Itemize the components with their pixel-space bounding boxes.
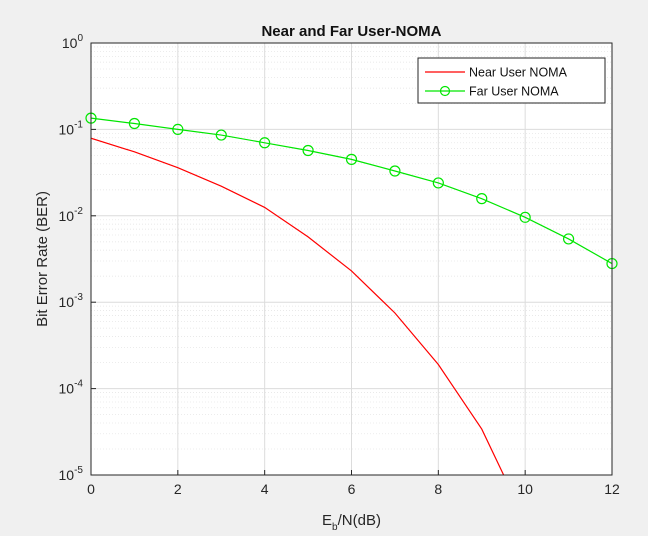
legend-label-far-user: Far User NOMA bbox=[469, 85, 559, 99]
data-point-far-user-noma bbox=[172, 123, 184, 135]
y-tick-label: 10-4 bbox=[59, 379, 84, 397]
x-tick-label: 12 bbox=[604, 481, 620, 497]
x-tick-label: 10 bbox=[517, 481, 533, 497]
legend-label-near-user: Near User NOMA bbox=[469, 66, 568, 80]
series-line-far-user-noma bbox=[91, 117, 612, 265]
data-point-far-user-noma bbox=[302, 144, 314, 157]
chart-title: Near and Far User-NOMA bbox=[261, 23, 441, 40]
y-axis-label: Bit Error Rate (BER) bbox=[34, 191, 51, 327]
y-tick-label: 10-1 bbox=[59, 119, 84, 137]
data-point-far-user-noma bbox=[259, 137, 271, 149]
data-point-far-user-noma bbox=[345, 153, 358, 165]
x-axis-ticks: 0 2 4 6 8 10 12 bbox=[87, 470, 620, 497]
data-point-far-user-noma bbox=[562, 233, 575, 245]
data-point-far-user-noma bbox=[215, 129, 227, 141]
x-tick-label: 8 bbox=[434, 481, 442, 497]
data-point-far-user-noma bbox=[432, 177, 444, 189]
y-tick-label: 10-5 bbox=[59, 465, 84, 483]
data-point-far-user-noma bbox=[389, 165, 401, 177]
y-axis-ticks: 10-5 10-4 10-3 10-2 10-1 100 bbox=[59, 33, 96, 483]
legend-marker-far-user bbox=[439, 85, 451, 97]
legend: Near User NOMA Far User NOMA bbox=[417, 57, 606, 104]
legend-box bbox=[417, 57, 606, 104]
x-axis-label: Eb/N(dB) bbox=[322, 512, 381, 533]
data-point-far-user-noma bbox=[519, 211, 531, 223]
x-tick-label: 4 bbox=[261, 481, 269, 497]
x-tick-label: 0 bbox=[87, 481, 95, 497]
series-line-near-user-noma bbox=[91, 137, 505, 475]
y-tick-label: 100 bbox=[62, 33, 84, 51]
x-tick-label: 2 bbox=[174, 481, 182, 497]
y-tick-label: 10-2 bbox=[59, 206, 84, 224]
data-point-far-user-noma bbox=[476, 193, 488, 205]
y-tick-label: 10-3 bbox=[59, 292, 84, 310]
data-point-far-user-noma bbox=[128, 117, 141, 130]
x-tick-label: 6 bbox=[348, 481, 356, 497]
series-layer bbox=[85, 112, 618, 475]
